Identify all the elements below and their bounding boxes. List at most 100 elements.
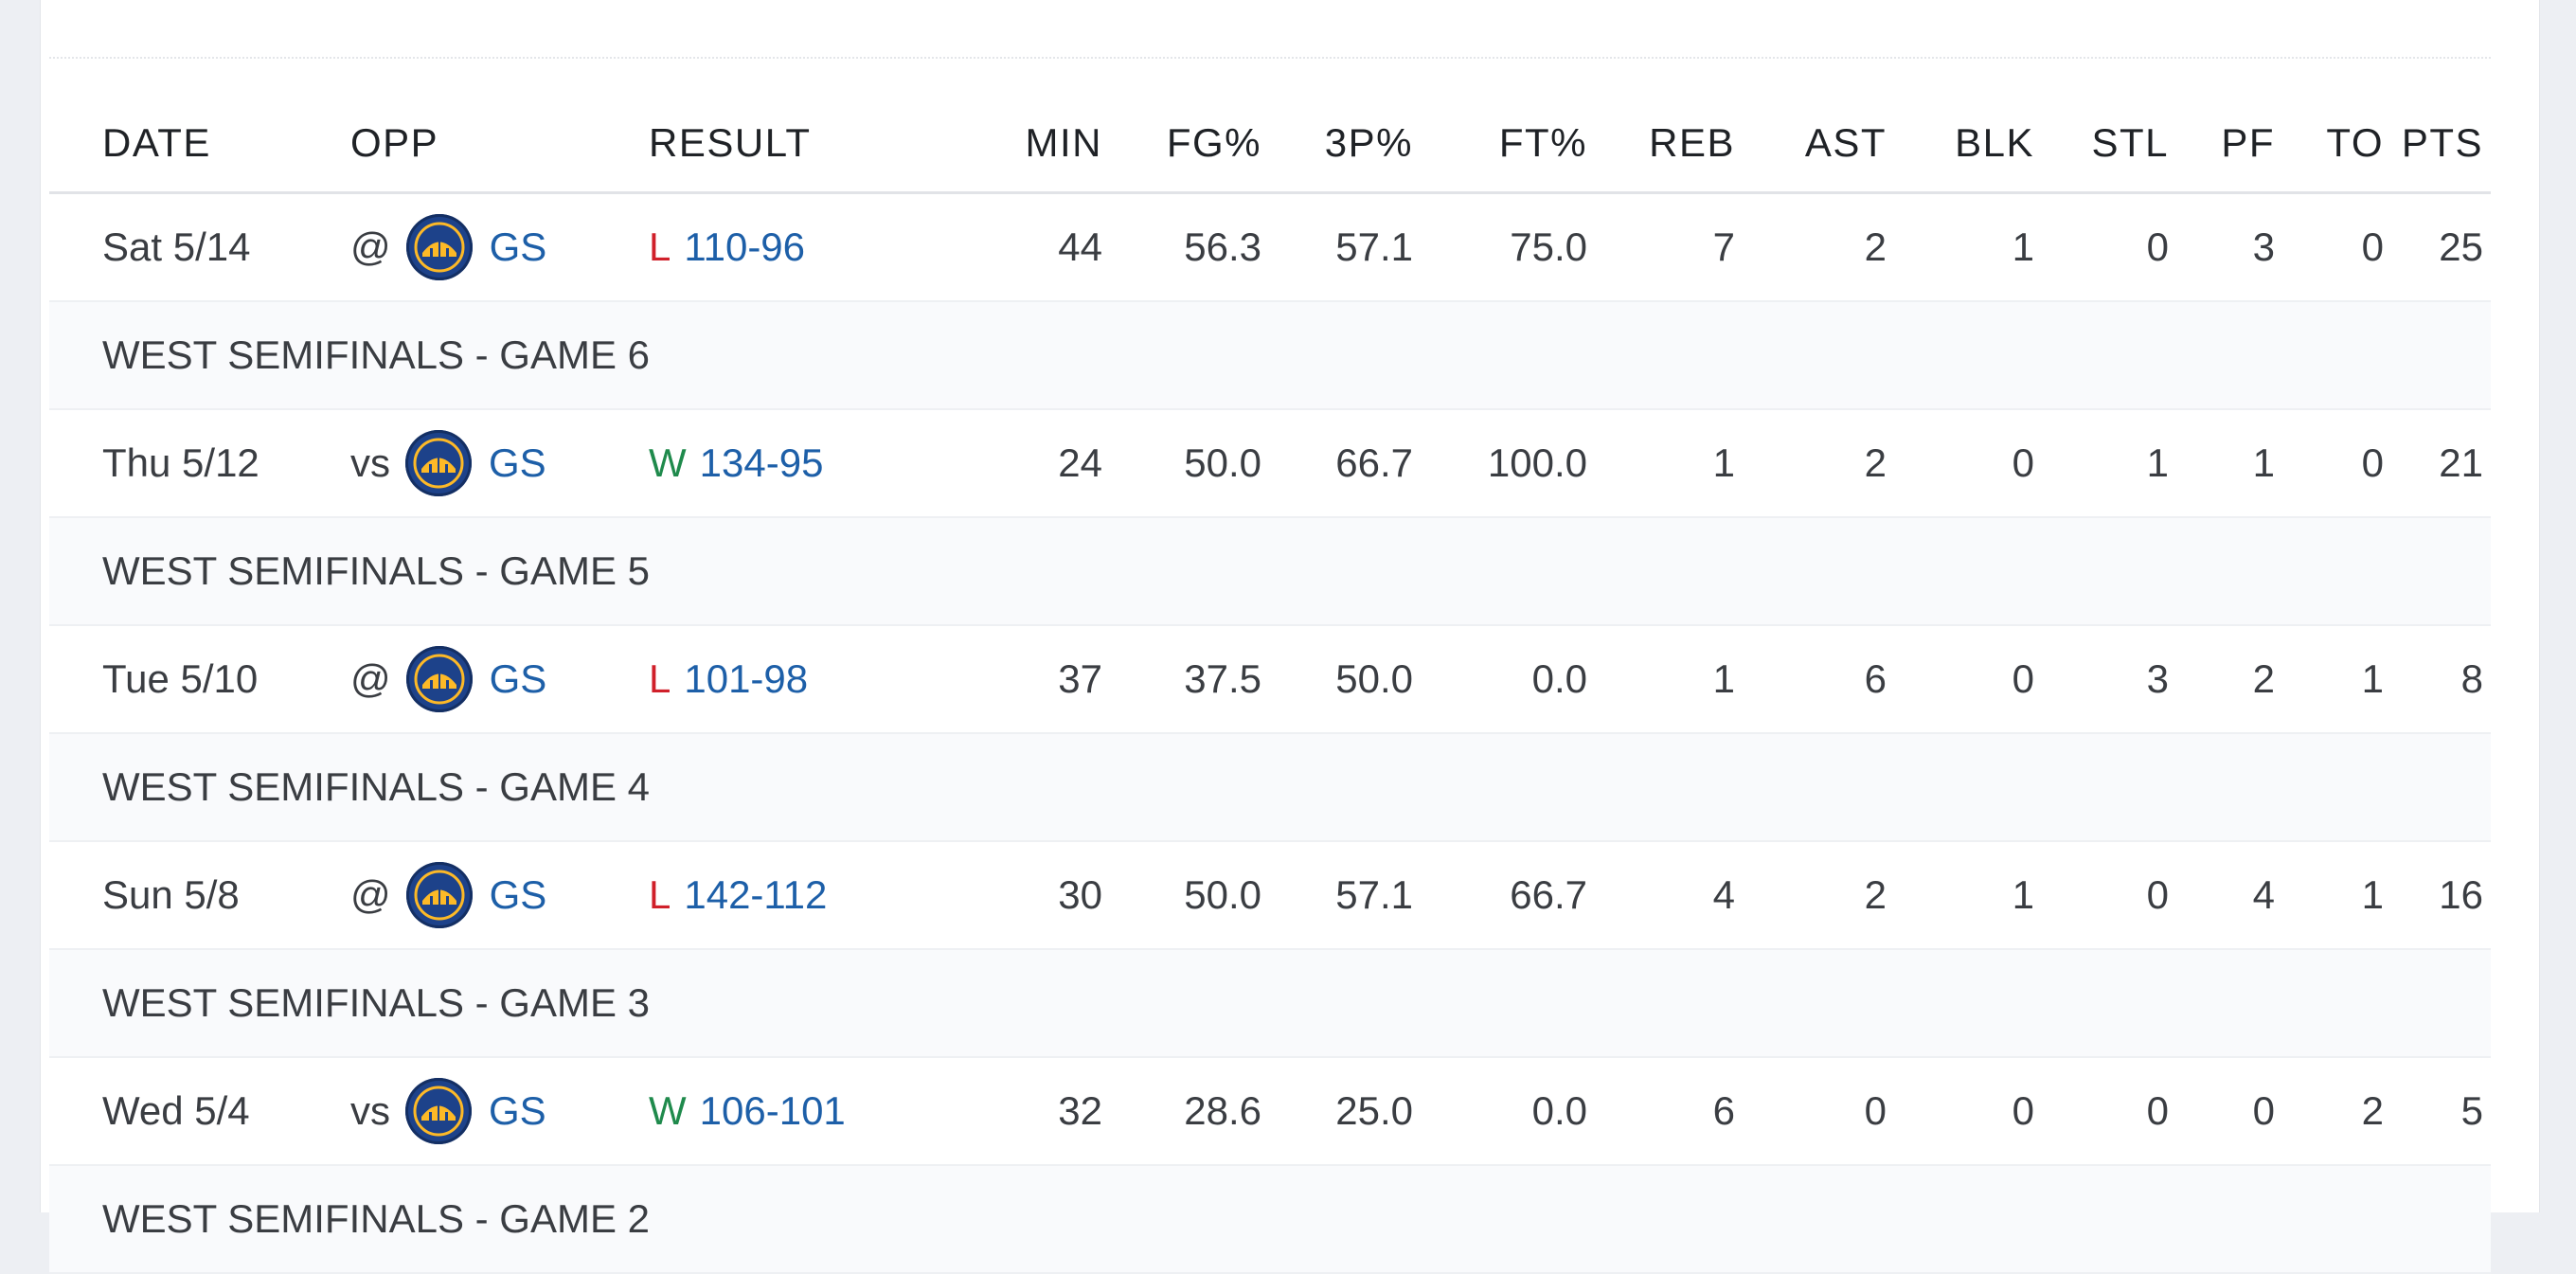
opponent-link[interactable]: GS [489, 224, 547, 269]
col-header-opp: OPP [350, 120, 439, 165]
opponent-link[interactable]: GS [489, 440, 546, 485]
divider [49, 57, 2491, 59]
col-header-stl: STL [2091, 120, 2169, 165]
stat-reb: 1 [1712, 440, 1735, 485]
stat-to: 1 [2361, 656, 2384, 701]
opponent[interactable]: vs GS [350, 1058, 546, 1164]
home-away-indicator: @ [350, 224, 391, 269]
stat-min: 32 [1058, 1088, 1102, 1133]
stat-blk: 1 [2012, 224, 2034, 269]
result-outcome: L [649, 224, 671, 269]
game-date: Tue 5/10 [102, 656, 259, 701]
stat-stl: 0 [2146, 872, 2169, 917]
score-link[interactable]: 142-112 [684, 872, 828, 917]
game-date: Wed 5/4 [102, 1088, 250, 1133]
stat-tp: 66.7 [1335, 440, 1413, 485]
stat-fg: 37.5 [1184, 656, 1261, 701]
home-away-indicator: vs [350, 440, 390, 485]
game-result[interactable]: L 110-96 [649, 194, 805, 300]
opponent[interactable]: vs GS [350, 410, 546, 516]
series-label-row: WEST SEMIFINALS - GAME 3 [49, 950, 2491, 1058]
game-result[interactable]: W 106-101 [649, 1058, 846, 1164]
opponent[interactable]: @ GS [350, 194, 546, 300]
table-row: Tue 5/10 @ GS L 101-98 37 37.5 50.0 0.0 1 6 0 3 2 1 8 [49, 626, 2491, 734]
stat-blk: 0 [2012, 656, 2034, 701]
series-game-label: WEST SEMIFINALS - GAME 2 [102, 1196, 650, 1241]
stat-tp: 25.0 [1335, 1088, 1413, 1133]
opponent-link[interactable]: GS [489, 1088, 546, 1133]
stat-pts: 16 [2439, 872, 2483, 917]
game-result[interactable]: L 142-112 [649, 842, 827, 948]
stat-reb: 7 [1712, 224, 1735, 269]
score-link[interactable]: 134-95 [699, 440, 824, 485]
table-row: Sun 5/8 @ GS L 142-112 30 50.0 57.1 66.7 4 2 1 0 4 1 16 [49, 842, 2491, 950]
stat-blk: 0 [2012, 440, 2034, 485]
stat-pf: 1 [2252, 440, 2275, 485]
result-outcome: L [649, 872, 671, 917]
table-header: DATE OPP RESULT MIN FG% 3P% FT% REB AST … [49, 95, 2491, 194]
home-away-indicator: @ [350, 656, 391, 701]
stat-blk: 0 [2012, 1088, 2034, 1133]
result-outcome: W [649, 440, 687, 485]
stat-fg: 56.3 [1184, 224, 1261, 269]
stat-reb: 6 [1712, 1088, 1735, 1133]
game-result[interactable]: W 134-95 [649, 410, 823, 516]
col-header-ft: FT% [1498, 120, 1587, 165]
home-away-indicator: @ [350, 872, 391, 917]
series-game-label: WEST SEMIFINALS - GAME 6 [102, 332, 650, 377]
table-row: Sat 5/14 @ GS L 110-96 44 56.3 57.1 75.0 7 2 1 0 3 0 25 [49, 194, 2491, 302]
col-header-pts: PTS [2401, 120, 2483, 165]
stat-ast: 2 [1864, 872, 1887, 917]
col-header-blk: BLK [1955, 120, 2034, 165]
stat-pf: 2 [2252, 656, 2275, 701]
stat-ft: 66.7 [1510, 872, 1587, 917]
opponent-link[interactable]: GS [489, 872, 547, 917]
stat-ft: 0.0 [1531, 1088, 1587, 1133]
col-header-fg: FG% [1166, 120, 1261, 165]
stat-ft: 75.0 [1510, 224, 1587, 269]
stat-to: 0 [2361, 224, 2384, 269]
stat-stl: 1 [2146, 440, 2169, 485]
series-game-label: WEST SEMIFINALS - GAME 3 [102, 980, 650, 1025]
score-link[interactable]: 106-101 [699, 1088, 846, 1133]
score-link[interactable]: 101-98 [684, 656, 809, 701]
game-date: Sun 5/8 [102, 872, 240, 917]
stat-ft: 0.0 [1531, 656, 1587, 701]
warriors-logo-icon [405, 430, 472, 496]
stat-ast: 2 [1864, 224, 1887, 269]
stat-fg: 28.6 [1184, 1088, 1261, 1133]
col-header-ast: AST [1804, 120, 1887, 165]
stat-ast: 6 [1864, 656, 1887, 701]
stat-reb: 4 [1712, 872, 1735, 917]
home-away-indicator: vs [350, 1088, 390, 1133]
game-log-table: DATE OPP RESULT MIN FG% 3P% FT% REB AST … [49, 95, 2491, 1274]
series-game-label: WEST SEMIFINALS - GAME 4 [102, 764, 650, 809]
game-date: Sat 5/14 [102, 224, 251, 269]
table-row: Thu 5/12 vs GS W 134-95 24 50.0 66.7 100.0 1 2 0 1 1 0… [49, 410, 2491, 518]
result-outcome: W [649, 1088, 687, 1133]
series-label-row: WEST SEMIFINALS - GAME 2 [49, 1166, 2491, 1274]
opponent[interactable]: @ GS [350, 626, 546, 732]
series-label-row: WEST SEMIFINALS - GAME 5 [49, 518, 2491, 626]
stat-stl: 3 [2146, 656, 2169, 701]
stat-to: 2 [2361, 1088, 2384, 1133]
col-header-pf: PF [2221, 120, 2275, 165]
game-date: Thu 5/12 [102, 440, 259, 485]
stat-pts: 5 [2460, 1088, 2483, 1133]
stat-min: 30 [1058, 872, 1102, 917]
stat-ft: 100.0 [1487, 440, 1587, 485]
opponent[interactable]: @ GS [350, 842, 546, 948]
stat-fg: 50.0 [1184, 440, 1261, 485]
game-result[interactable]: L 101-98 [649, 626, 808, 732]
warriors-logo-icon [405, 646, 473, 712]
col-header-date: DATE [102, 120, 211, 165]
stat-ast: 0 [1864, 1088, 1887, 1133]
score-link[interactable]: 110-96 [684, 224, 806, 269]
opponent-link[interactable]: GS [489, 656, 547, 701]
stat-min: 37 [1058, 656, 1102, 701]
stat-pf: 3 [2252, 224, 2275, 269]
series-game-label: WEST SEMIFINALS - GAME 5 [102, 548, 650, 593]
stat-stl: 0 [2146, 224, 2169, 269]
col-header-result: RESULT [649, 120, 812, 165]
stat-pf: 0 [2252, 1088, 2275, 1133]
